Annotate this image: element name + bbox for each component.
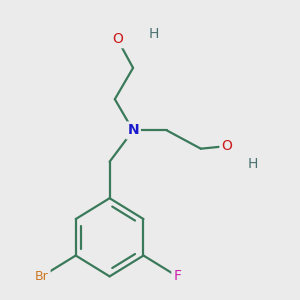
Text: Br: Br [35,270,49,283]
Text: F: F [173,269,181,284]
Text: N: N [127,124,139,137]
Text: O: O [112,32,123,46]
Text: H: H [149,27,159,41]
Text: H: H [248,157,258,171]
Text: O: O [221,139,232,153]
